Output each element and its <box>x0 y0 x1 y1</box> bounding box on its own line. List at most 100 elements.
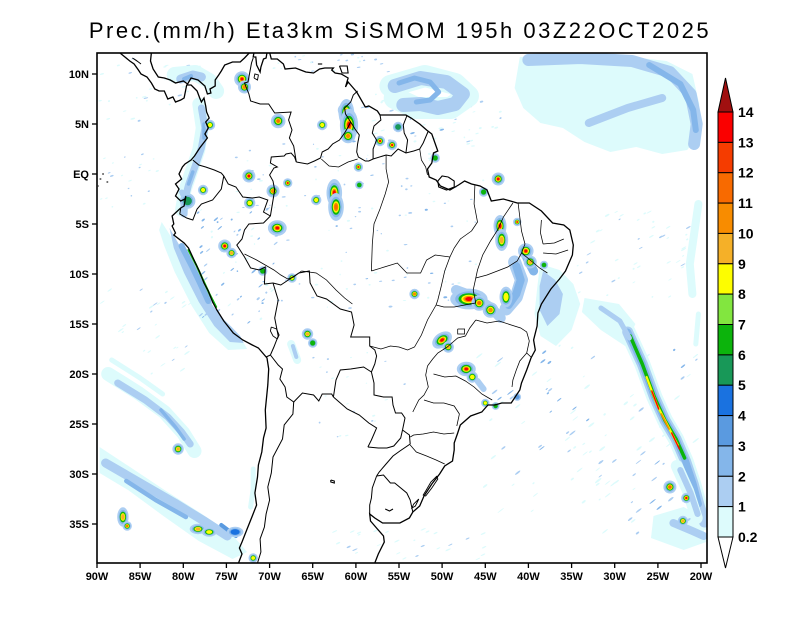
state-border <box>472 277 477 304</box>
country-border <box>257 401 295 563</box>
lon-tick-label: 70W <box>258 571 281 583</box>
lat-tick-label: 35S <box>69 519 89 531</box>
colorbar-segment <box>717 172 734 204</box>
state-border <box>517 202 526 254</box>
state-border <box>419 148 428 176</box>
lon-tick-label: 20W <box>690 571 713 583</box>
lat-tick-label: 20S <box>69 369 89 381</box>
country-border <box>367 429 403 449</box>
colorbar-segment <box>717 202 734 235</box>
country-border <box>192 159 225 177</box>
country-border <box>293 392 334 403</box>
lake-outline <box>253 73 259 81</box>
country-border <box>333 396 378 448</box>
country-border <box>296 121 352 165</box>
country-border <box>371 114 382 159</box>
colorbar-label: 11 <box>738 195 753 211</box>
state-border <box>371 230 472 274</box>
country-border <box>272 270 378 373</box>
state-border <box>410 431 455 438</box>
colorbar-label: 5 <box>738 377 746 393</box>
colorbar-label: 13 <box>738 134 754 150</box>
colorbar-segment <box>717 111 734 143</box>
colorbar-label: 12 <box>738 165 754 181</box>
country-border <box>332 366 372 398</box>
colorbar-segment <box>717 384 734 417</box>
state-border <box>435 256 451 306</box>
state-border <box>543 238 564 245</box>
island-outline <box>330 479 335 484</box>
state-border <box>471 184 478 232</box>
colorbar-label: 6 <box>738 347 746 363</box>
country-border <box>376 474 414 513</box>
lon-tick-label: 90W <box>86 571 109 583</box>
country-border <box>344 90 358 123</box>
colorbar: 14 13 12 11 10 9 8 7 6 5 4 3 2 1 0.2 <box>717 77 758 569</box>
lon-tick-label: 30W <box>603 571 626 583</box>
colorbar-label: 8 <box>738 286 746 302</box>
country-border <box>269 282 279 356</box>
country-border <box>270 354 294 403</box>
geography-layer <box>97 53 574 563</box>
state-border <box>543 249 569 255</box>
colorbar-segment <box>717 506 734 538</box>
state-border <box>301 270 353 305</box>
coastline <box>149 53 251 95</box>
colorbar-segment <box>717 324 734 356</box>
country-border <box>376 429 411 477</box>
lat-tick-label: 5N <box>75 119 89 131</box>
lake-outline <box>410 498 420 510</box>
state-border <box>369 304 437 351</box>
precipitation-layer <box>98 53 707 563</box>
country-border <box>179 175 225 221</box>
country-border <box>350 121 374 162</box>
coastline <box>269 53 574 563</box>
state-border <box>475 319 532 358</box>
lon-tick-label: 40W <box>517 571 540 583</box>
state-border <box>409 444 445 465</box>
colorbar-segment <box>717 475 734 508</box>
colorbar-label: 1 <box>738 499 746 515</box>
state-border <box>436 302 476 308</box>
lon-tick-label: 55W <box>388 571 411 583</box>
coastline <box>252 53 268 75</box>
lat-tick-label: 5S <box>76 219 89 231</box>
state-border <box>423 399 460 427</box>
state-border <box>475 252 522 279</box>
colorbar-segment <box>717 232 734 265</box>
colorbar-segment <box>717 293 734 326</box>
lon-tick-label: 80W <box>172 571 195 583</box>
state-border <box>521 252 548 274</box>
colorbar-under-triangle <box>717 536 734 569</box>
island-outline <box>384 508 394 512</box>
colorbar-label: 3 <box>738 438 746 454</box>
lon-tick-label: 25W <box>647 571 670 583</box>
lat-tick-label: EQ <box>73 169 89 181</box>
colorbar-segment <box>717 141 734 174</box>
colorbar-label: 9 <box>738 256 746 272</box>
lat-tick-label: 25S <box>69 419 89 431</box>
coastline <box>118 53 270 563</box>
state-border <box>244 253 302 280</box>
state-border <box>371 155 389 272</box>
lake-outline <box>422 475 439 497</box>
state-border <box>475 202 514 279</box>
country-border <box>243 57 297 163</box>
state-border <box>457 328 465 335</box>
state-border <box>540 219 544 245</box>
country-border <box>236 215 274 285</box>
lon-tick-label: 50W <box>431 571 454 583</box>
colorbar-segment <box>717 263 734 295</box>
country-border <box>265 354 271 358</box>
island-outline <box>437 175 455 191</box>
lat-tick-label: 15S <box>69 319 89 331</box>
lon-tick-label: 35W <box>560 571 583 583</box>
country-border <box>402 115 409 154</box>
colorbar-label: 4 <box>738 408 746 424</box>
colorbar-label: 2 <box>738 468 746 484</box>
state-border <box>412 365 429 413</box>
map-frame <box>96 52 708 564</box>
state-border <box>511 352 527 388</box>
axes-layer: 10N 5N EQ 5S 10S 15S 20S 25S 30S 35S 90W 85W 80W 75W 7… <box>69 52 713 583</box>
